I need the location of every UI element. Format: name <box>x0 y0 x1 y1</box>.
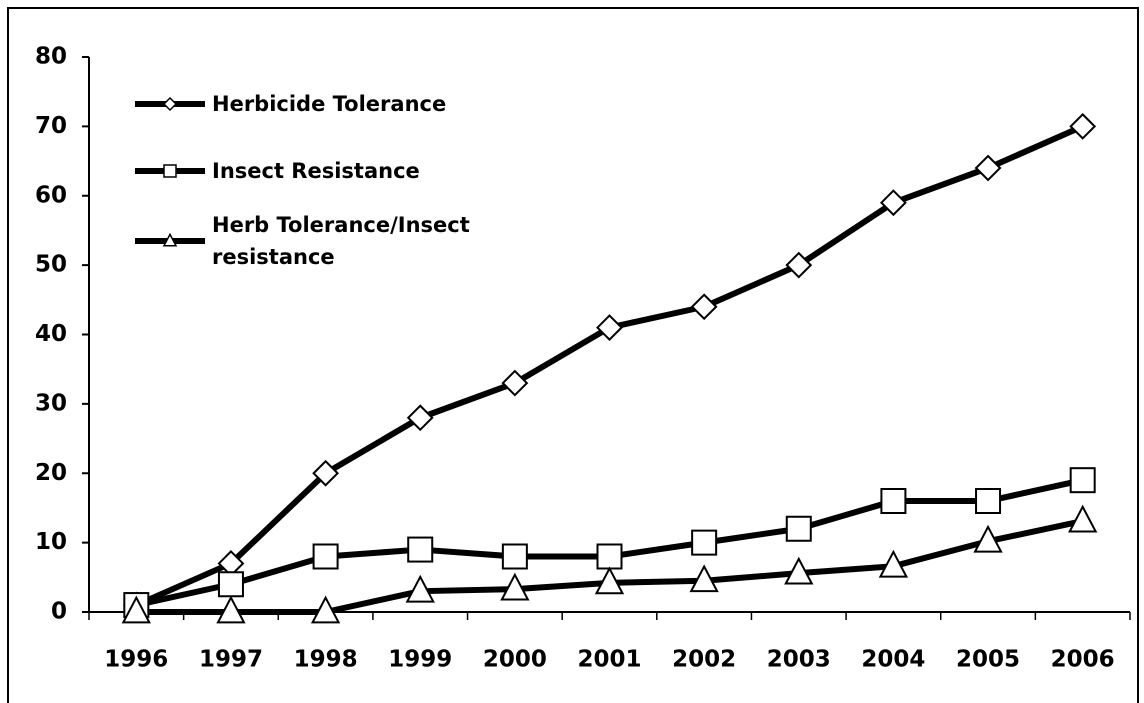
marker-triangle <box>594 566 625 595</box>
marker-square <box>691 529 718 556</box>
marker-diamond <box>785 251 813 279</box>
legend-label: Herb Tolerance/Insect resistance <box>212 213 470 269</box>
marker-square <box>785 515 812 542</box>
marker-square <box>880 488 907 514</box>
marker-square <box>501 543 528 570</box>
legend-label-box: Herb Tolerance/Insect resistance <box>212 213 470 269</box>
marker-triangle <box>689 564 719 593</box>
marker-square <box>1069 467 1096 494</box>
marker-triangle <box>973 524 1003 553</box>
x-tick-label: 2000 <box>483 647 547 673</box>
marker-triangle <box>121 595 151 624</box>
x-tick-label: 2006 <box>1051 647 1115 673</box>
marker-square <box>596 543 623 570</box>
y-tick-label: 30 <box>35 390 67 416</box>
marker-diamond <box>690 293 718 321</box>
legend-label: Herbicide Tolerance <box>212 92 447 116</box>
y-tick-label: 70 <box>35 113 67 139</box>
x-tick-label: 1999 <box>388 647 452 673</box>
marker-square <box>407 536 434 563</box>
marker-triangle <box>162 232 178 247</box>
legend-label: Insect Resistance <box>212 159 420 183</box>
marker-triangle <box>878 549 909 578</box>
x-tick-label: 2003 <box>767 647 831 673</box>
marker-diamond <box>974 154 1002 182</box>
marker-square <box>975 488 1002 514</box>
y-tick-label: 60 <box>35 182 67 208</box>
legend-label-box: Herbicide Tolerance <box>212 92 447 116</box>
legend-label-box: Insect Resistance <box>212 159 420 183</box>
x-tick-label: 2004 <box>861 647 925 673</box>
marker-triangle <box>500 572 530 601</box>
x-tick-label: 1998 <box>294 647 358 673</box>
y-tick-label: 10 <box>35 529 67 555</box>
marker-square <box>312 543 339 570</box>
y-tick-label: 40 <box>35 321 67 347</box>
marker-square <box>163 164 177 178</box>
marker-triangle <box>784 556 814 585</box>
x-tick-label: 2005 <box>956 647 1020 673</box>
marker-diamond <box>162 96 178 112</box>
marker-triangle <box>310 595 341 624</box>
x-tick-label: 1997 <box>199 647 263 673</box>
chart-frame <box>7 7 1139 703</box>
y-tick-label: 50 <box>35 252 67 278</box>
marker-triangle <box>1068 504 1098 533</box>
marker-diamond <box>406 404 434 432</box>
y-tick-label: 20 <box>35 460 67 486</box>
marker-diamond <box>501 369 529 397</box>
x-tick-label: 2001 <box>577 647 641 673</box>
marker-square <box>217 571 244 598</box>
marker-triangle <box>216 595 246 624</box>
marker-diamond <box>879 189 907 217</box>
x-tick-label: 2002 <box>672 647 736 673</box>
x-tick-label: 1996 <box>104 647 168 673</box>
y-tick-label: 80 <box>35 44 67 70</box>
marker-diamond <box>312 459 340 487</box>
marker-diamond <box>596 314 623 341</box>
y-tick-label: 0 <box>51 599 67 625</box>
marker-diamond <box>1069 112 1097 140</box>
marker-triangle <box>405 574 435 603</box>
